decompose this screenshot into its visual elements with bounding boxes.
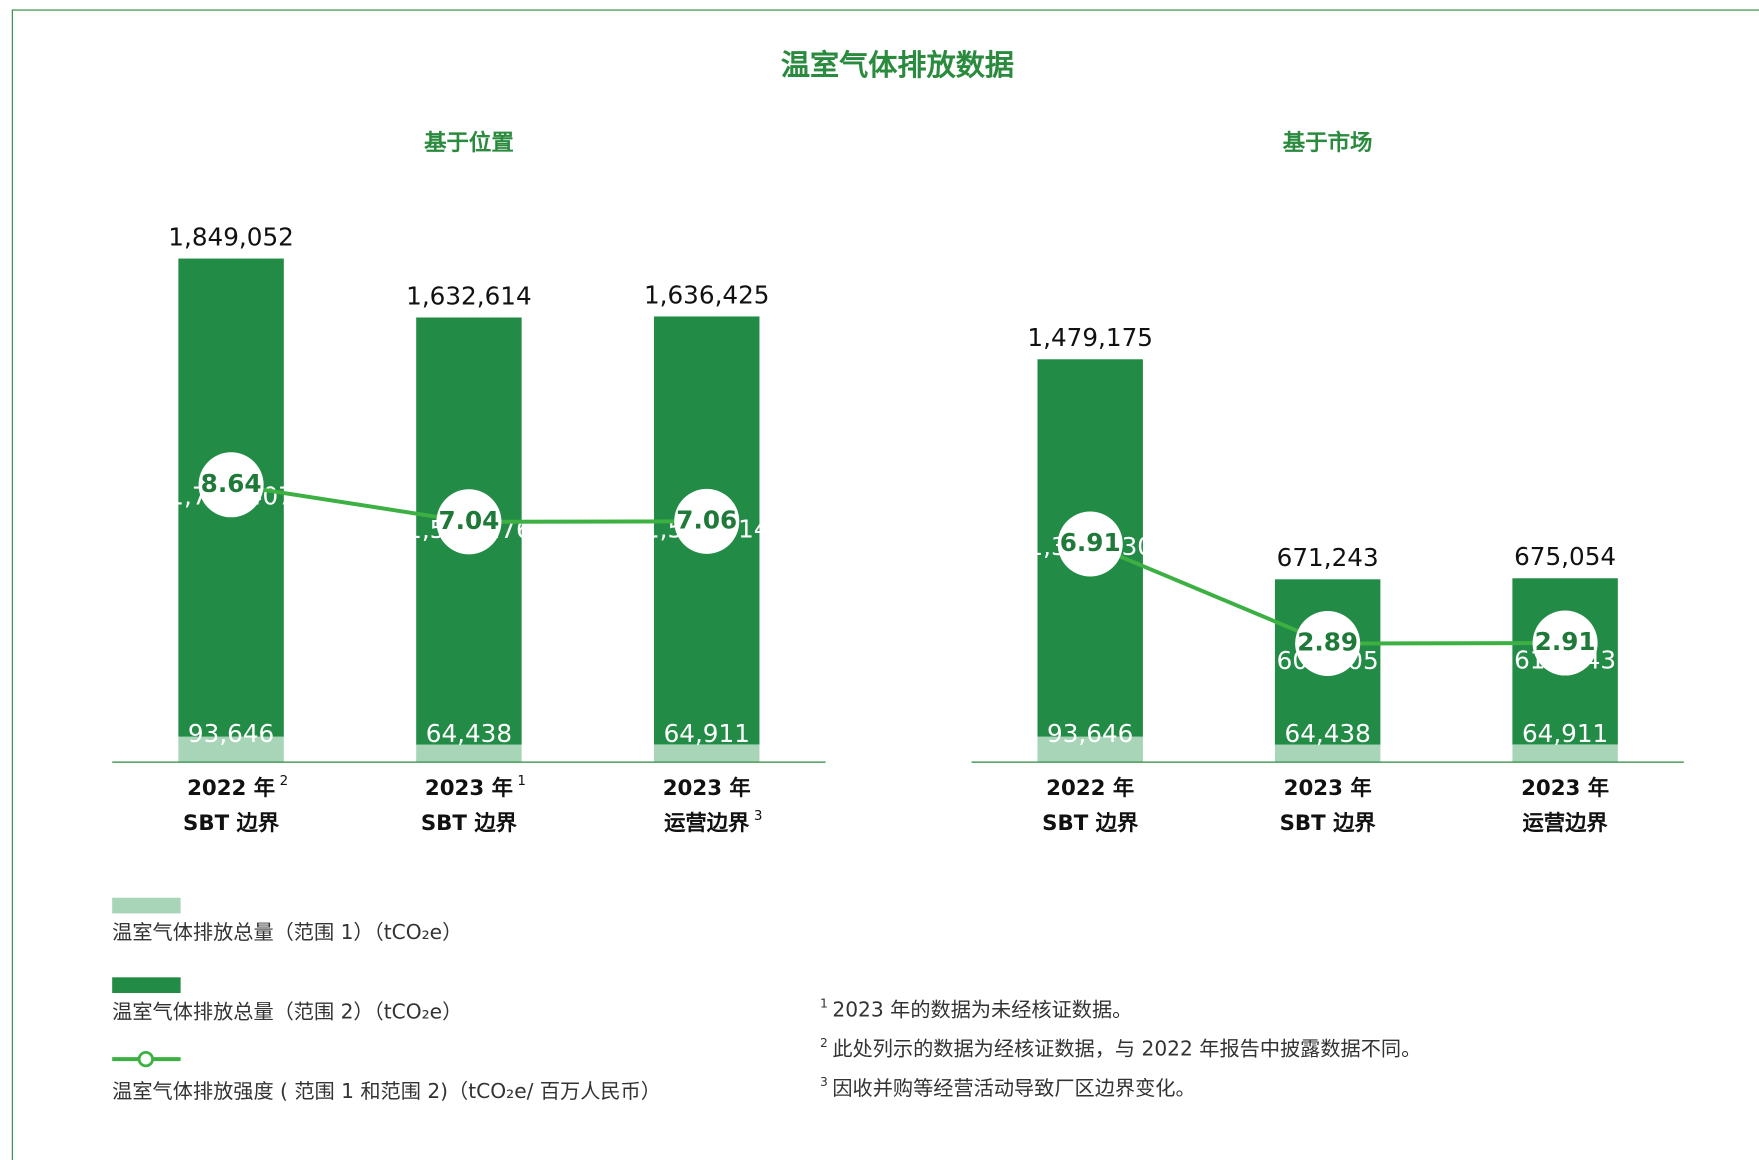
total-label: 675,054 xyxy=(1514,542,1616,571)
x-tick-label: 2023 年 xyxy=(1284,775,1372,801)
x-tick-label: SBT 边界 xyxy=(421,811,518,836)
x-tick-label: SBT 边界 xyxy=(183,811,280,836)
intensity-point xyxy=(1057,511,1123,577)
x-tick-label: 2023 年 xyxy=(425,775,513,801)
chart-subtitle: 基于位置 xyxy=(424,129,514,156)
intensity-point xyxy=(436,489,502,555)
intensity-label: 8.64 xyxy=(201,469,262,498)
intensity-label: 7.06 xyxy=(676,505,737,534)
footnote-marker: 2 xyxy=(820,1036,828,1050)
footnote-text: 此处列示的数据为经核证数据，与 2022 年报告中披露数据不同。 xyxy=(832,1037,1421,1061)
bar-segment xyxy=(1274,744,1381,763)
intensity-label: 6.91 xyxy=(1060,528,1121,557)
x-tick-label: SBT 边界 xyxy=(1280,811,1377,836)
bar-segment xyxy=(1512,744,1618,763)
footnote-text: 因收并购等经营活动导致厂区边界变化。 xyxy=(832,1076,1195,1100)
intensity-point xyxy=(1295,611,1361,677)
intensity-point xyxy=(1532,610,1598,676)
intensity-label: 2.91 xyxy=(1535,627,1596,656)
legend-dot xyxy=(137,1051,154,1068)
x-tick-label: 2023 年 xyxy=(663,775,751,801)
segment-label: 64,438 xyxy=(1285,719,1371,748)
total-label: 671,243 xyxy=(1277,543,1379,572)
title: 温室气体排放数据 xyxy=(781,48,1014,82)
legend-label: 温室气体排放总量（范围 2）（tCO₂e） xyxy=(112,1000,462,1024)
intensity-label: 2.89 xyxy=(1297,628,1358,657)
footnote-marker: 2 xyxy=(280,774,289,789)
footnote-marker: 1 xyxy=(517,774,526,789)
bar-segment xyxy=(654,744,760,763)
intensity-point xyxy=(198,452,264,518)
total-label: 1,636,425 xyxy=(644,280,770,309)
chart-subtitle: 基于市场 xyxy=(1283,129,1373,156)
intensity-point xyxy=(674,488,740,554)
x-tick-label: 运营边界 xyxy=(1522,811,1608,836)
x-tick-label: 2022 年 xyxy=(1046,775,1134,801)
x-tick-label: 2023 年 xyxy=(1521,775,1609,801)
total-label: 1,479,175 xyxy=(1027,323,1153,352)
footnote-marker: 3 xyxy=(754,809,763,824)
intensity-label: 7.04 xyxy=(438,506,499,535)
legend-swatch xyxy=(112,897,181,914)
total-label: 1,632,614 xyxy=(406,281,532,310)
x-tick-label: 2022 年 xyxy=(187,775,275,801)
bar-segment xyxy=(416,744,522,763)
footnote-marker: 1 xyxy=(820,997,828,1011)
x-tick-label: SBT 边界 xyxy=(1042,811,1139,836)
bar-segment xyxy=(178,736,284,763)
total-label: 1,849,052 xyxy=(168,222,294,251)
frame xyxy=(11,9,1759,1160)
bar-segment xyxy=(1037,736,1143,763)
legend-swatch xyxy=(112,977,181,994)
x-tick-label: 运营边界 xyxy=(664,811,750,836)
legend-label: 温室气体排放强度 ( 范围 1 和范围 2)（tCO₂e/ 百万人民币） xyxy=(112,1079,661,1103)
segment-label: 64,438 xyxy=(426,719,512,748)
footnote-text: 2023 年的数据为未经核证数据。 xyxy=(832,997,1132,1021)
footnote-marker: 3 xyxy=(820,1075,828,1089)
segment-label: 64,911 xyxy=(1522,719,1608,748)
segment-label: 64,911 xyxy=(664,719,750,748)
legend-label: 温室气体排放总量（范围 1）（tCO₂e） xyxy=(112,920,462,944)
segment-label: 93,646 xyxy=(1047,719,1133,748)
segment-label: 93,646 xyxy=(188,719,274,748)
